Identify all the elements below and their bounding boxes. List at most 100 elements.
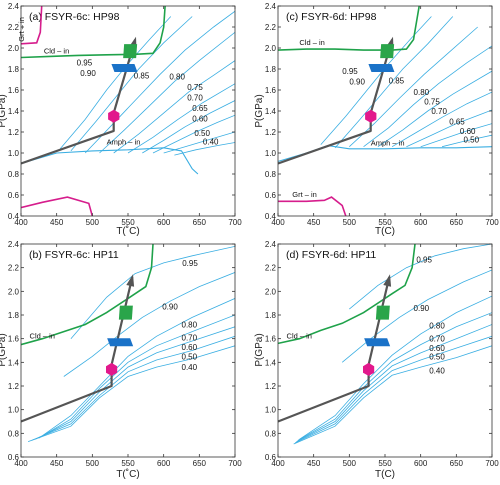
hexagon-marker	[363, 362, 375, 376]
phase-boundary-line	[21, 147, 199, 175]
isopleth-label: 0.95	[416, 255, 432, 264]
x-tick-label: 550	[121, 218, 135, 227]
panel-d-xlabel: T(C)	[375, 469, 395, 480]
panel-d: (d) FSYR-6d: HP11 T(C) P(GPa) 0.95 0.90 0.…	[254, 240, 499, 480]
isopleth-label: 0.80	[429, 322, 445, 331]
pt-path-line	[21, 276, 134, 423]
panel-a: (a) FSYR-6c: HP98 T(˚C) P(GPa) 0.950.90 0…	[0, 2, 242, 237]
isopleth-line	[377, 70, 492, 148]
x-tick-label: 400	[14, 459, 28, 468]
hexagon-marker	[108, 109, 120, 123]
plot-area	[278, 6, 492, 216]
isopleth-line	[99, 31, 235, 154]
phase-boundary-line	[278, 6, 420, 51]
panel-d-title: (d) FSYR-6d: HP11	[286, 249, 376, 261]
phase-boundary-line	[21, 6, 43, 45]
plot-frame	[277, 243, 493, 458]
green-rectangle-marker	[123, 44, 138, 59]
phase-boundary-label: Grt – in	[292, 190, 317, 199]
isopleth-label: 0.50	[463, 135, 479, 144]
panel-b-title: (b) FSYR-6c: HP11	[29, 249, 119, 261]
y-tick-label: 2.2	[265, 23, 277, 32]
x-tick-label: 550	[378, 459, 392, 468]
hexagon-marker	[106, 362, 118, 376]
isopleth-line	[70, 16, 193, 152]
phase-boundary-label: Amph – in	[371, 139, 405, 148]
panel-c-xlabel: T(C)	[375, 226, 395, 237]
y-tick-label: 2.4	[8, 2, 20, 11]
y-tick-label: 1.2	[8, 382, 20, 391]
isopleth-line	[294, 335, 492, 444]
y-tick-label: 2.4	[265, 2, 277, 11]
isopleth-label: 0.90	[349, 78, 365, 87]
isopleth-label: 0.80	[414, 88, 430, 97]
y-tick-label: 0.6	[8, 453, 20, 462]
isopleth-label: 0.80	[182, 320, 198, 329]
y-tick-label: 1.0	[265, 149, 277, 158]
blue-parallelogram-marker	[364, 338, 391, 347]
y-tick-label: 0.4	[265, 212, 277, 221]
x-tick-label: 500	[343, 459, 357, 468]
y-tick-label: 2.0	[8, 287, 20, 296]
isopleth-label: 0.60	[192, 114, 208, 123]
phase-boundary-line	[278, 244, 416, 345]
isopleth-line	[42, 298, 235, 437]
isopleth-line	[363, 45, 492, 148]
isopleth-line	[38, 314, 235, 439]
y-tick-label: 1.4	[265, 107, 277, 116]
x-tick-label: 600	[157, 459, 171, 468]
isopleth-label: 0.90	[80, 69, 96, 78]
isopleth-line	[296, 324, 492, 442]
isopleth-line	[35, 326, 235, 440]
isopleth-line	[63, 272, 235, 377]
isopleth-line	[31, 335, 235, 441]
phase-boundary-line	[278, 145, 492, 162]
phase-boundary-label: Amph – in	[107, 138, 141, 147]
pt-path-arrowhead	[383, 274, 392, 287]
phase-boundary-line	[21, 244, 154, 346]
x-tick-label: 500	[343, 218, 357, 227]
isopleth-label: 0.75	[187, 83, 203, 92]
panel-a-xlabel: T(˚C)	[116, 225, 139, 237]
y-tick-label: 1.0	[8, 149, 20, 158]
x-tick-label: 550	[121, 459, 135, 468]
y-tick-label: 2.4	[8, 240, 20, 249]
isopleth-label: 0.95	[182, 259, 198, 268]
isopleth-line	[341, 269, 492, 363]
y-tick-label: 1.2	[265, 382, 277, 391]
x-tick-label: 550	[378, 218, 392, 227]
isopleth-label: 0.70	[429, 335, 445, 344]
phase-boundary-line	[21, 196, 94, 216]
isopleth-line	[349, 26, 478, 147]
x-tick-label: 450	[50, 459, 64, 468]
isopleth-label: 0.50	[182, 352, 198, 361]
x-tick-label: 650	[450, 218, 464, 227]
isopleth-label: 0.80	[169, 72, 185, 81]
blue-parallelogram-marker	[111, 63, 138, 72]
isopleth-line	[293, 345, 492, 445]
isopleth-label: 0.70	[187, 93, 203, 102]
x-tick-label: 650	[450, 459, 464, 468]
y-tick-label: 0.8	[265, 429, 277, 438]
y-tick-label: 2.2	[265, 264, 277, 273]
panel-b-xlabel: T(˚C)	[116, 468, 139, 480]
y-tick-label: 0.6	[265, 453, 277, 462]
isopleth-label: 0.85	[134, 71, 150, 80]
y-tick-label: 1.6	[265, 86, 277, 95]
y-tick-label: 0.8	[8, 170, 20, 179]
isopleth-line	[349, 244, 492, 310]
y-tick-label: 2.2	[8, 23, 20, 32]
isopleth-line	[174, 142, 235, 156]
isopleth-label: 0.50	[429, 352, 445, 361]
green-rectangle-marker	[380, 44, 395, 59]
plot-frame	[20, 243, 236, 458]
x-tick-label: 400	[14, 218, 28, 227]
y-tick-label: 1.0	[265, 406, 277, 415]
isopleth-line	[334, 16, 454, 149]
y-tick-label: 0.4	[8, 212, 20, 221]
isopleth-line	[406, 109, 492, 148]
x-tick-label: 700	[228, 459, 242, 468]
y-tick-label: 1.2	[265, 128, 277, 137]
phase-boundary-label: Cld – in	[287, 332, 312, 341]
